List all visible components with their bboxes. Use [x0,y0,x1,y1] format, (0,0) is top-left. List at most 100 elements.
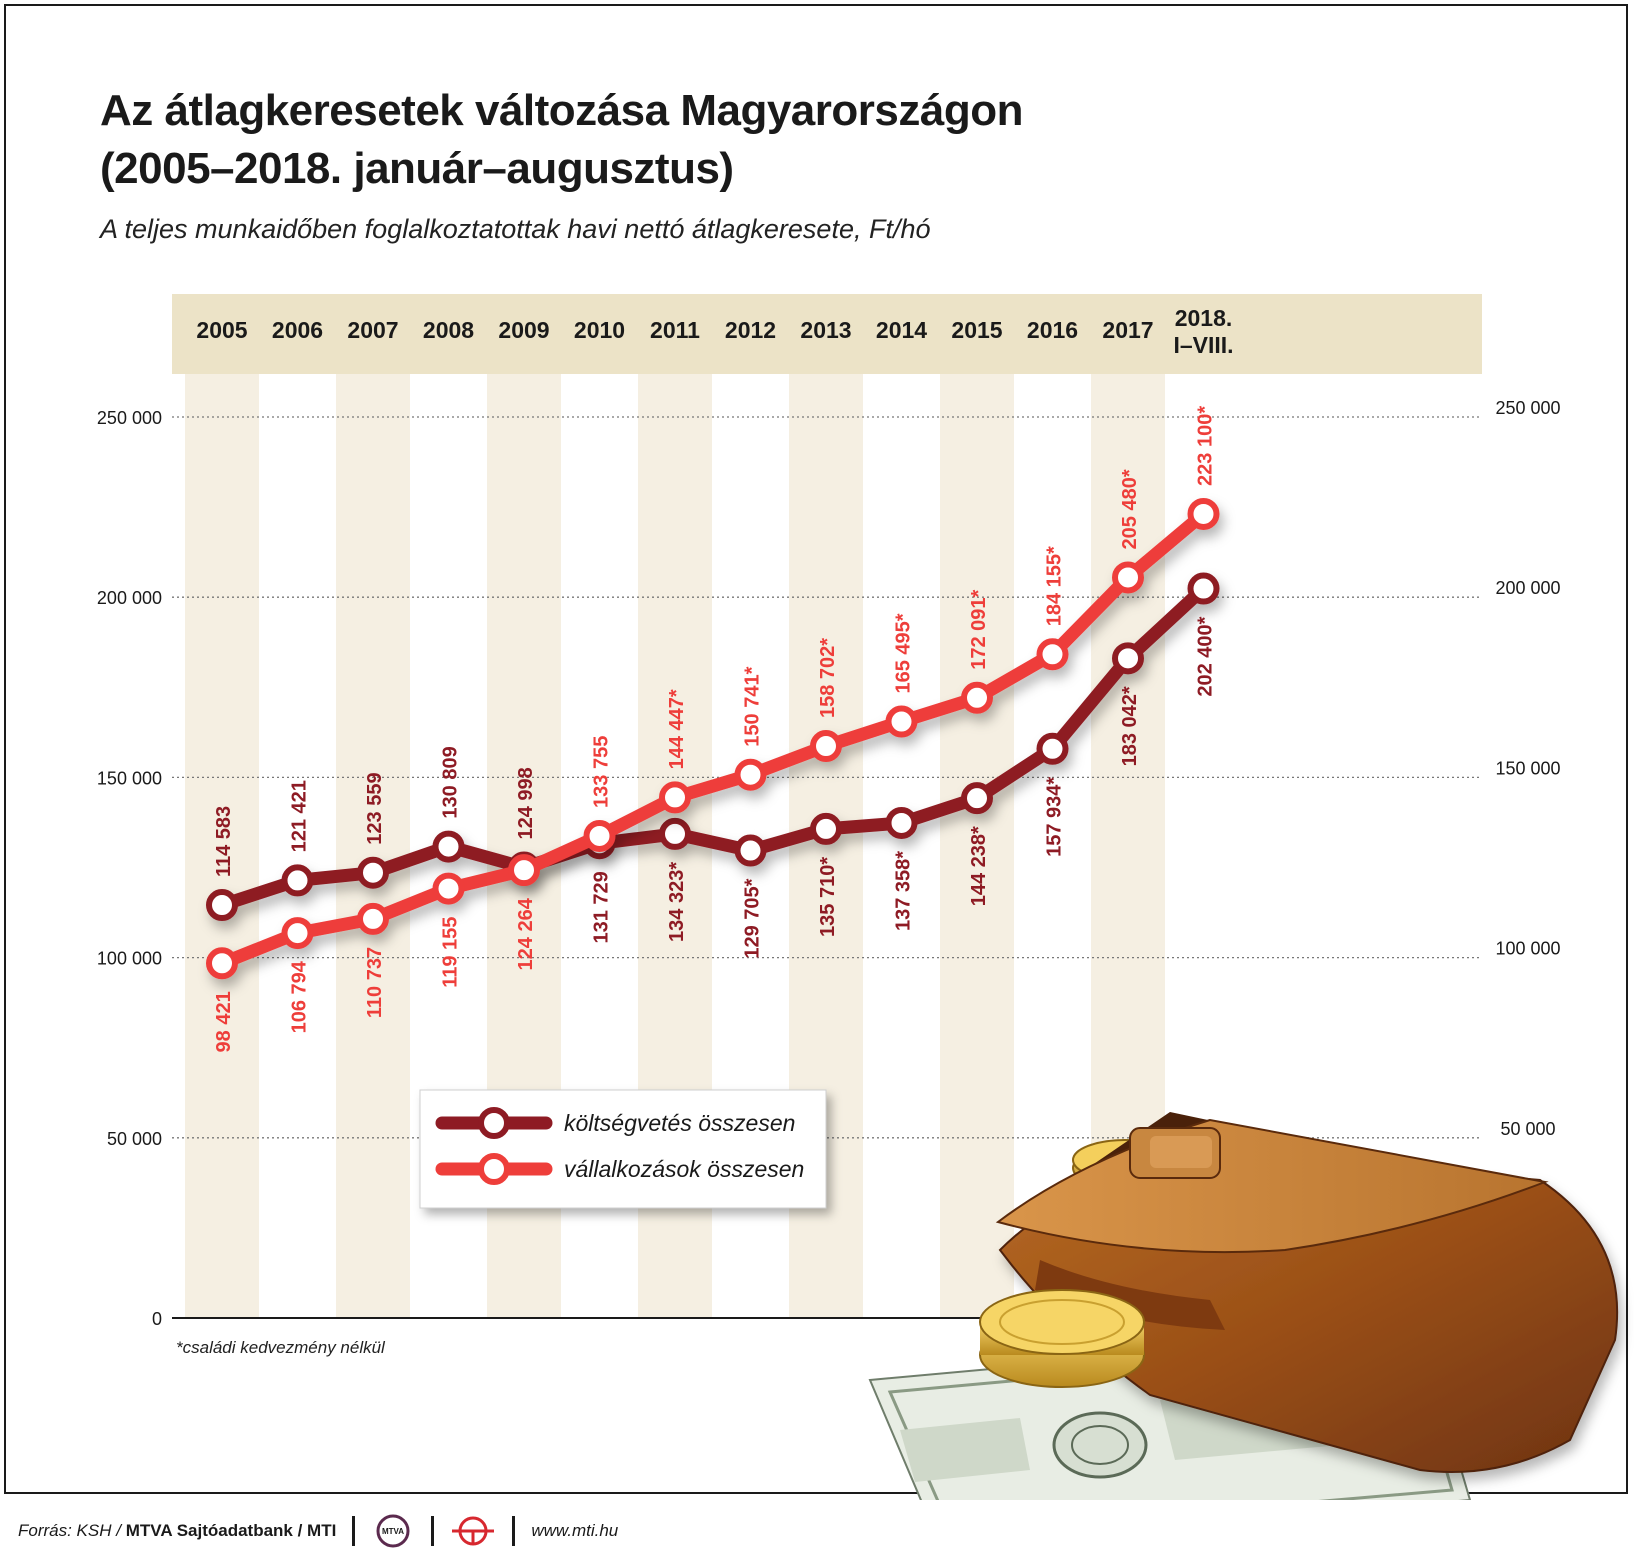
y-tick-label: 100 000 [97,949,162,969]
data-point [1187,572,1220,605]
year-label: 2005 [196,317,247,343]
data-label: 165 495* [893,613,915,693]
y-tick-label-right: 50 000 [1500,1119,1555,1139]
data-label: 129 705* [742,878,764,958]
footer-separator [352,1516,356,1546]
year-label: 2017 [1102,317,1153,343]
coin-stack-front [979,1289,1145,1388]
y-tick-label-right: 100 000 [1495,939,1560,959]
data-label: 183 042* [1119,686,1141,766]
legend-label: költségvetés összesen [564,1110,795,1136]
legend-label: vállalkozások összesen [564,1156,804,1182]
footnote: *családi kedvezmény nélkül [176,1338,385,1357]
y-axis-left: 0 50 000 100 000 150 000 200 000 250 000 [97,408,162,1329]
year-label: 2015 [951,317,1002,343]
data-label: 130 809 [440,746,462,818]
data-label: 134 323* [666,862,688,942]
data-label: 172 091* [968,589,990,669]
y-tick-label: 50 000 [107,1129,162,1149]
series-vallalkozasok [206,497,1220,980]
data-label: 114 583 [213,806,235,877]
data-point [1036,732,1069,765]
chart-title: Az átlagkeresetek változása Magyarország… [100,82,1023,198]
data-label: 98 421 [213,991,235,1052]
data-point [1036,638,1069,671]
data-point [810,812,842,845]
data-point [1112,561,1144,594]
y-tick-label-right: 200 000 [1495,578,1560,598]
year-label: 2018. I–VIII. [1173,305,1233,358]
year-header-band [172,294,1482,374]
y-tick-label-right: 250 000 [1495,398,1560,418]
y-axis-right: 50 000 100 000 150 000 200 000 250 000 [1495,398,1560,1139]
data-point [659,781,691,814]
data-point [432,872,465,905]
data-label: 106 794 [289,960,311,1033]
wallet-illustration [868,1112,1619,1500]
legend-item-vallalkozasok: vállalkozások összesen [435,1153,804,1185]
data-point [432,830,465,863]
data-label: 110 737 [364,947,386,1018]
year-band [336,374,410,1318]
data-label: 205 480* [1119,469,1141,549]
data-point [206,889,238,922]
y-tick-label: 250 000 [97,408,162,428]
data-label: 121 421 [289,780,311,852]
data-point [734,834,767,867]
legend-box [419,1089,827,1209]
data-label: 202 400* [1195,616,1217,696]
data-point [1112,642,1144,675]
data-label: 184 155* [1044,546,1066,626]
y-tick-label: 0 [152,1309,162,1329]
data-label: 144 238* [968,826,990,906]
year-label: 2008 [423,317,474,343]
data-point [357,902,389,935]
footer-source-bold: MTVA Sajtóadatbank / MTI [125,1521,337,1540]
year-label: 2011 [650,317,700,343]
data-point [659,817,691,850]
data-labels: 114 583 121 421 123 559 130 809 124 998 131 7… [213,406,1217,1053]
title-line-1: Az átlagkeresetek változása Magyarország… [100,86,1023,135]
y-tick-label: 200 000 [97,588,162,608]
data-label: 135 710* [817,857,839,937]
gridlines [172,416,1482,1319]
footer-separator [512,1516,516,1546]
year-label: 2012 [725,317,776,343]
data-point [281,917,314,950]
data-point [281,864,314,897]
data-point [810,730,842,763]
data-point [508,854,540,887]
data-point [1187,497,1220,530]
year-label: 2013 [800,317,851,343]
data-label: 157 934* [1044,777,1066,857]
footer-source-prefix: Forrás: KSH / [18,1521,121,1540]
footer-url: www.mti.hu [531,1521,619,1540]
chart-subtitle: A teljes munkaidőben foglalkoztatottak h… [100,214,931,244]
data-label: 223 100* [1195,406,1217,486]
y-tick-label-right: 150 000 [1495,758,1560,778]
data-label: 158 702* [817,638,839,718]
data-label: 124 264 [515,897,537,970]
data-point [885,806,918,839]
legend-marker [478,1153,510,1185]
data-label: 133 755 [591,736,613,808]
infographic-frame [4,4,1628,1494]
data-point [961,681,993,714]
data-point [734,758,767,791]
data-label: 150 741* [742,666,764,746]
series-lines [206,497,1220,980]
footer-separator [431,1516,435,1546]
series-koltsegvetes [206,572,1220,922]
mtva-logo-text: MTVA [382,1527,404,1536]
y-tick-label: 150 000 [97,768,162,788]
year-header: 2005 2006 2007 2008 2009 2010 2011 2012 2013 2014… [172,294,1482,374]
year-label: 2014 [876,317,927,343]
legend-marker [478,1107,510,1139]
data-point [206,947,238,980]
data-label: 131 729 [591,871,613,943]
data-point [885,705,918,738]
data-label: 124 998 [515,767,537,839]
data-point [961,782,993,815]
title-line-2: (2005–2018. január–augusztus) [100,144,734,193]
legend-item-koltsegvetes: költségvetés összesen [435,1107,795,1139]
